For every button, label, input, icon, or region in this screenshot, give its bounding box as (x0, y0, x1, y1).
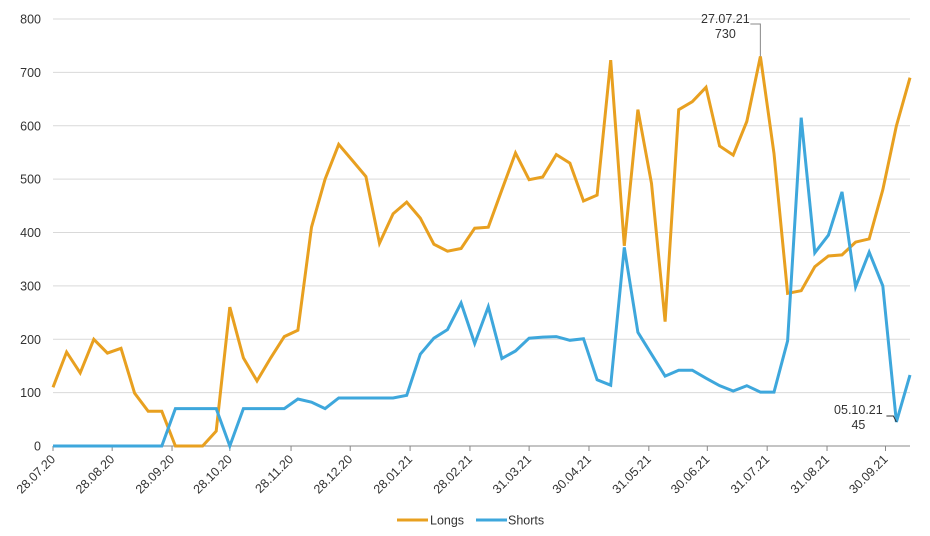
x-tick-label: 30.09.21 (846, 452, 890, 496)
annotation-date: 27.07.21 (701, 12, 750, 26)
x-tick-label: 28.12.20 (311, 452, 355, 496)
annotation-leader-line (886, 415, 897, 423)
series-line-longs (51, 56, 912, 448)
x-tick-label: 28.08.20 (73, 452, 117, 496)
series-line-shorts (53, 117, 912, 451)
y-tick-label: 400 (20, 226, 41, 240)
x-tick-label: 28.01.21 (371, 452, 415, 496)
y-tick-label: 100 (20, 386, 41, 400)
gridlines (53, 18, 910, 394)
x-tick-label: 31.05.21 (610, 452, 654, 496)
x-tick-label: 28.07.20 (14, 452, 58, 496)
x-tick-label: 30.06.21 (668, 452, 712, 496)
legend-label-shorts: Shorts (508, 514, 544, 528)
y-axis: 0 100 200 300 400 500 600 700 800 (20, 13, 41, 454)
x-tick-label: 31.07.21 (728, 452, 772, 496)
legend: Longs Shorts (397, 514, 544, 528)
y-tick-label: 300 (20, 279, 41, 293)
x-tick-label: 30.04.21 (550, 452, 594, 496)
x-tick-label: 28.09.20 (133, 452, 177, 496)
series-lines (51, 56, 912, 451)
y-tick-label: 800 (20, 13, 41, 27)
annotation-leader-line (750, 23, 761, 57)
annotation-date: 05.10.21 (834, 403, 883, 417)
annotation-value: 45 (851, 418, 865, 432)
x-tick-label: 28.11.20 (253, 452, 297, 496)
legend-item-longs[interactable]: Longs (397, 514, 464, 528)
legend-item-shorts[interactable]: Shorts (476, 514, 544, 528)
x-tick-label: 28.02.21 (431, 452, 475, 496)
x-tick-label: 31.08.21 (788, 452, 832, 496)
annotation-value: 730 (715, 27, 736, 41)
y-tick-label: 700 (20, 66, 41, 80)
y-tick-label: 600 (20, 119, 41, 133)
x-axis: 28.07.20 28.08.20 28.09.20 28.10.20 28.11.20… (14, 445, 910, 497)
legend-label-longs: Longs (430, 514, 464, 528)
y-tick-label: 200 (20, 333, 41, 347)
y-tick-label: 0 (34, 440, 41, 454)
x-tick-label: 31.03.21 (490, 452, 534, 496)
y-tick-label: 500 (20, 173, 41, 187)
x-tick-label: 28.10.20 (191, 452, 235, 496)
